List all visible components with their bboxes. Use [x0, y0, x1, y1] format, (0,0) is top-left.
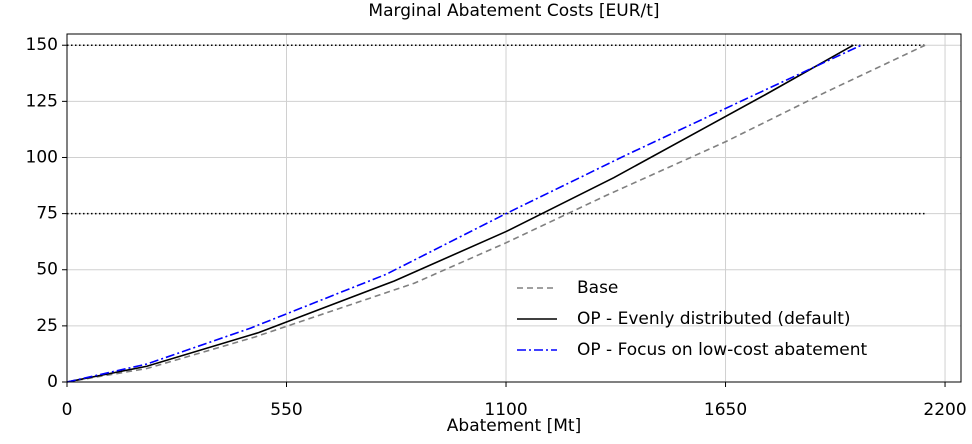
series-line [66, 44, 854, 383]
x-tick-label: 2200 [923, 400, 966, 420]
y-tick-label: 75 [36, 204, 58, 224]
y-tick-label: 125 [26, 91, 58, 111]
y-tick-label: 150 [26, 35, 58, 55]
legend-label: Base [577, 278, 618, 298]
legend-label: OP - Focus on low-cost abatement [577, 340, 867, 360]
series-line [66, 44, 926, 383]
x-axis-label: Abatement [Mt] [447, 416, 581, 436]
x-tick-label: 1100 [484, 400, 527, 420]
x-tick-label: 550 [270, 400, 302, 420]
y-tick-label: 25 [36, 316, 58, 336]
series-line [66, 44, 862, 383]
y-tick-label: 100 [26, 147, 58, 167]
x-tick-label: 0 [62, 400, 73, 420]
y-tick-label: 50 [36, 260, 58, 280]
legend-label: OP - Evenly distributed (default) [577, 309, 851, 329]
plot-frame [66, 33, 962, 383]
y-tick-label: 0 [47, 372, 58, 392]
chart-title: Marginal Abatement Costs [EUR/t] [368, 1, 659, 21]
x-tick-label: 1650 [704, 400, 747, 420]
